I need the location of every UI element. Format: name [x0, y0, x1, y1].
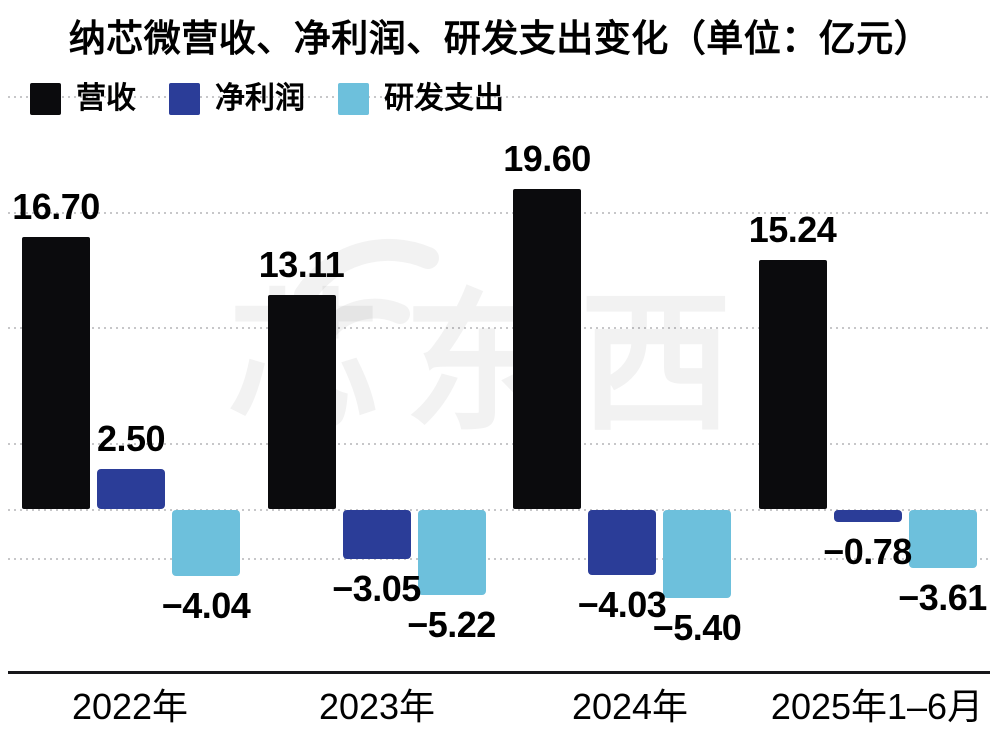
bar-rd-spend-2024 [663, 509, 731, 598]
legend-swatch-revenue [30, 83, 61, 115]
bar-revenue-2022 [22, 236, 90, 510]
gridline [8, 212, 992, 214]
bar-net-profit-2023 [342, 509, 411, 560]
x-axis-label-2024: 2024年 [571, 686, 689, 727]
bar-rd-spend-2023 [417, 509, 486, 595]
bar-revenue-2023 [267, 295, 336, 510]
value-label-revenue-2024: 19.60 [503, 138, 591, 180]
value-label-revenue-2025h1: 15.24 [748, 209, 837, 251]
zero-gridline [8, 508, 992, 511]
value-label-rd-spend-2024: −5.40 [652, 606, 742, 648]
bar-revenue-2024 [513, 189, 581, 510]
x-axis-line [8, 671, 990, 674]
legend: 营收 净利润 研发支出 [30, 83, 504, 115]
gridline [8, 558, 992, 560]
value-label-revenue-2022: 16.70 [12, 185, 100, 227]
legend-swatch-net-profit [169, 83, 200, 115]
value-label-rd-spend-2022: −4.04 [161, 584, 251, 626]
legend-swatch-rd-spend [338, 83, 369, 115]
gridline [8, 443, 992, 445]
value-label-net-profit-2023: −3.05 [332, 568, 421, 610]
value-label-net-profit-2022: 2.50 [96, 417, 166, 459]
gridline [8, 327, 992, 329]
x-axis-label-2025h1: 2025年1–6月 [770, 686, 984, 727]
legend-label-net-profit: 净利润 [215, 82, 305, 115]
legend-label-rd-spend: 研发支出 [384, 82, 504, 115]
legend-item-net-profit: 净利润 [169, 83, 305, 115]
bar-rd-spend-2025h1 [908, 509, 977, 569]
value-label-net-profit-2025h1: −0.78 [823, 531, 912, 573]
gridline [8, 96, 992, 98]
chart-title: 纳芯微营收、净利润、研发支出变化（单位：亿元） [68, 18, 932, 59]
legend-label-revenue: 营收 [76, 82, 136, 115]
x-axis-label-2022: 2022年 [71, 686, 189, 727]
x-axis-label-2023: 2023年 [318, 686, 436, 727]
bar-net-profit-2024 [588, 509, 656, 576]
value-label-rd-spend-2023: −5.22 [407, 603, 496, 645]
bar-net-profit-2022 [97, 468, 165, 510]
legend-item-revenue: 营收 [30, 83, 136, 115]
legend-item-rd-spend: 研发支出 [338, 83, 504, 115]
bar-revenue-2025h1 [758, 260, 827, 510]
value-label-rd-spend-2025h1: −3.61 [898, 577, 987, 619]
bar-rd-spend-2022 [172, 509, 240, 576]
bar-net-profit-2025h1 [833, 509, 902, 523]
value-label-revenue-2023: 13.11 [258, 244, 345, 286]
value-label-net-profit-2024: −4.03 [577, 584, 667, 626]
